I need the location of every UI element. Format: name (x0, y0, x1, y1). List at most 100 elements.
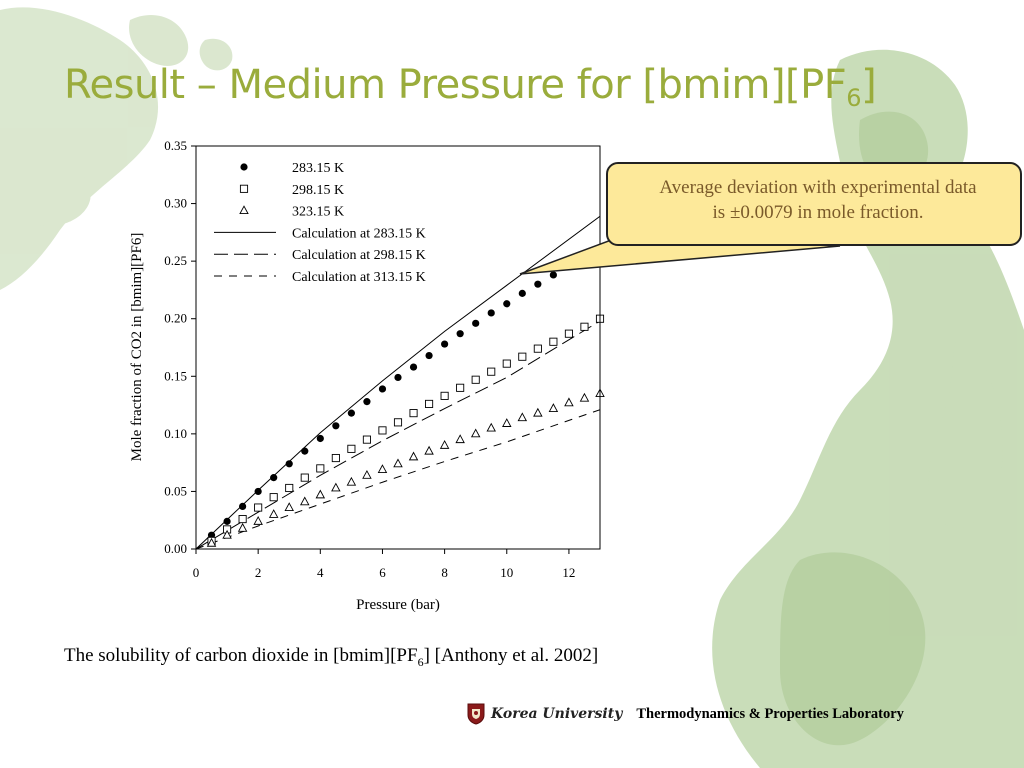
data-point (316, 464, 325, 473)
data-point (347, 409, 355, 417)
data-point (425, 399, 434, 408)
data-point (363, 398, 371, 406)
data-point (331, 453, 340, 463)
data-point (254, 503, 263, 512)
data-point (206, 537, 217, 547)
data-point (301, 447, 309, 455)
data-point (284, 502, 294, 511)
data-point (394, 373, 402, 382)
data-point (346, 476, 357, 486)
data-point (362, 469, 372, 479)
data-point (285, 483, 294, 493)
plot-background (196, 146, 600, 549)
y-tick-label: 0.20 (164, 311, 187, 326)
deviation-callout: Average deviation with experimental data… (606, 162, 1022, 246)
legend-label: Calculation at 298.15 K (292, 248, 426, 263)
legend-label: Calculation at 313.15 K (292, 270, 426, 285)
x-tick-label: 10 (500, 565, 513, 580)
data-point (238, 515, 247, 524)
data-point (270, 474, 278, 482)
data-point (223, 517, 231, 525)
series-line-5 (196, 320, 600, 549)
data-point (377, 464, 388, 474)
x-tick-label: 0 (193, 565, 200, 580)
data-point (502, 359, 511, 368)
footer: Korea University Thermodynamics & Propert… (467, 703, 904, 729)
x-axis-label: Pressure (bar) (356, 597, 440, 613)
data-point (518, 289, 526, 297)
data-point (253, 516, 263, 525)
university-seal-icon (467, 703, 485, 725)
data-point (425, 351, 433, 360)
data-point (268, 509, 279, 518)
data-point (580, 322, 589, 331)
data-point (316, 434, 324, 443)
data-point (441, 340, 449, 348)
callout-line-1: Average deviation with experimental data (659, 177, 977, 198)
legend-marker (239, 184, 249, 193)
data-point (347, 444, 356, 453)
data-point (393, 418, 403, 427)
data-point (502, 418, 512, 427)
data-point (470, 428, 481, 438)
data-point (300, 473, 309, 482)
data-point (549, 271, 557, 279)
data-point (549, 337, 558, 346)
data-point (332, 422, 340, 430)
data-point (239, 502, 247, 510)
data-point (378, 385, 387, 393)
data-point (533, 407, 543, 417)
data-point (300, 496, 310, 506)
y-tick-label: 0.10 (164, 426, 187, 441)
y-tick-label: 0.35 (164, 138, 187, 153)
data-point (440, 391, 449, 400)
data-point (393, 458, 403, 468)
x-tick-label: 8 (441, 565, 448, 580)
data-point (455, 434, 465, 444)
data-point (424, 445, 434, 455)
data-point (548, 403, 559, 412)
legend-label: 298.15 K (292, 183, 344, 198)
x-tick-label: 6 (379, 565, 386, 580)
legend-label: 323.15 K (292, 205, 344, 220)
data-point (517, 412, 528, 422)
data-point (439, 440, 450, 449)
data-point (269, 493, 278, 502)
y-axis-label: Mole fraction of CO2 in [bmim][PF6] (129, 233, 145, 462)
plot-frame (195, 145, 601, 550)
data-point (456, 330, 464, 338)
data-point (534, 280, 542, 288)
y-tick-label: 0.30 (164, 196, 187, 211)
data-point (518, 352, 527, 361)
data-point (362, 435, 371, 444)
slide-title: Result – Medium Pressure for [bmim][PF6] (64, 62, 877, 112)
data-point (564, 397, 574, 407)
data-point (533, 344, 542, 353)
y-tick-label: 0.25 (164, 253, 187, 268)
data-point (472, 319, 480, 327)
legend-marker (239, 205, 249, 215)
data-point (503, 300, 511, 308)
data-point (331, 482, 341, 492)
legend-label: Calculation at 283.15 K (292, 226, 426, 241)
data-point (237, 522, 248, 532)
data-point (409, 363, 418, 371)
callout-line-2: is ±0.0079 in mole fraction. (712, 202, 924, 223)
legend-label: 283.15 K (292, 161, 344, 176)
figure-caption: The solubility of carbon dioxide in [bmi… (64, 645, 599, 669)
x-tick-label: 4 (317, 565, 324, 580)
data-point (487, 309, 495, 317)
data-point (471, 375, 480, 384)
y-tick-label: 0.00 (164, 541, 187, 556)
data-point (486, 422, 496, 432)
y-tick-label: 0.05 (164, 483, 187, 498)
data-point (254, 487, 262, 496)
x-tick-label: 12 (562, 565, 575, 580)
data-point (222, 529, 232, 539)
university-name: Korea University (491, 706, 623, 722)
data-point (408, 451, 419, 461)
lab-name: Thermodynamics & Properties Laboratory (636, 705, 904, 722)
y-tick-label: 0.15 (164, 368, 187, 383)
data-point (409, 409, 418, 418)
